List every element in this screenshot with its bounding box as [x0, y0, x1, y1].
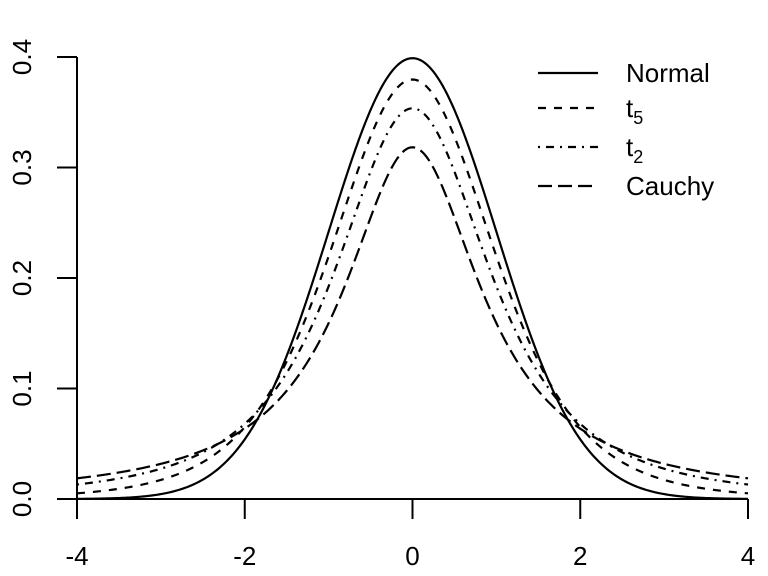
curve-normal	[76, 57, 749, 500]
y-tick-label: 0.3	[7, 149, 37, 185]
y-ticks: 0.0 0.1 0.2 0.3 0.4	[7, 39, 77, 517]
legend-name: t	[626, 132, 634, 162]
legend-label: Normal	[626, 58, 710, 88]
legend-name: Cauchy	[626, 171, 714, 201]
x-tick-label: 4	[741, 541, 755, 571]
x-tick-label: -2	[233, 541, 256, 571]
y-tick-label: 0.4	[7, 39, 37, 75]
legend-subscript: 2	[633, 147, 643, 167]
x-ticks: -4 -2 0 2 4	[65, 499, 755, 571]
y-tick-label: 0.0	[7, 481, 37, 517]
curves	[76, 57, 749, 500]
legend-name: t	[626, 93, 634, 123]
legend-label: Cauchy	[626, 171, 714, 201]
legend-label: t2	[626, 132, 643, 167]
x-tick-label: 2	[573, 541, 587, 571]
x-tick-label: 0	[405, 541, 419, 571]
y-tick-label: 0.1	[7, 370, 37, 406]
x-tick-label: -4	[65, 541, 88, 571]
legend-name: Normal	[626, 58, 710, 88]
y-tick-label: 0.2	[7, 260, 37, 296]
curve-cauchy	[76, 146, 749, 480]
curve-t5	[76, 78, 749, 495]
legend-label: t5	[626, 93, 643, 128]
curve-t2	[76, 107, 749, 486]
legend-subscript: 5	[633, 108, 643, 128]
